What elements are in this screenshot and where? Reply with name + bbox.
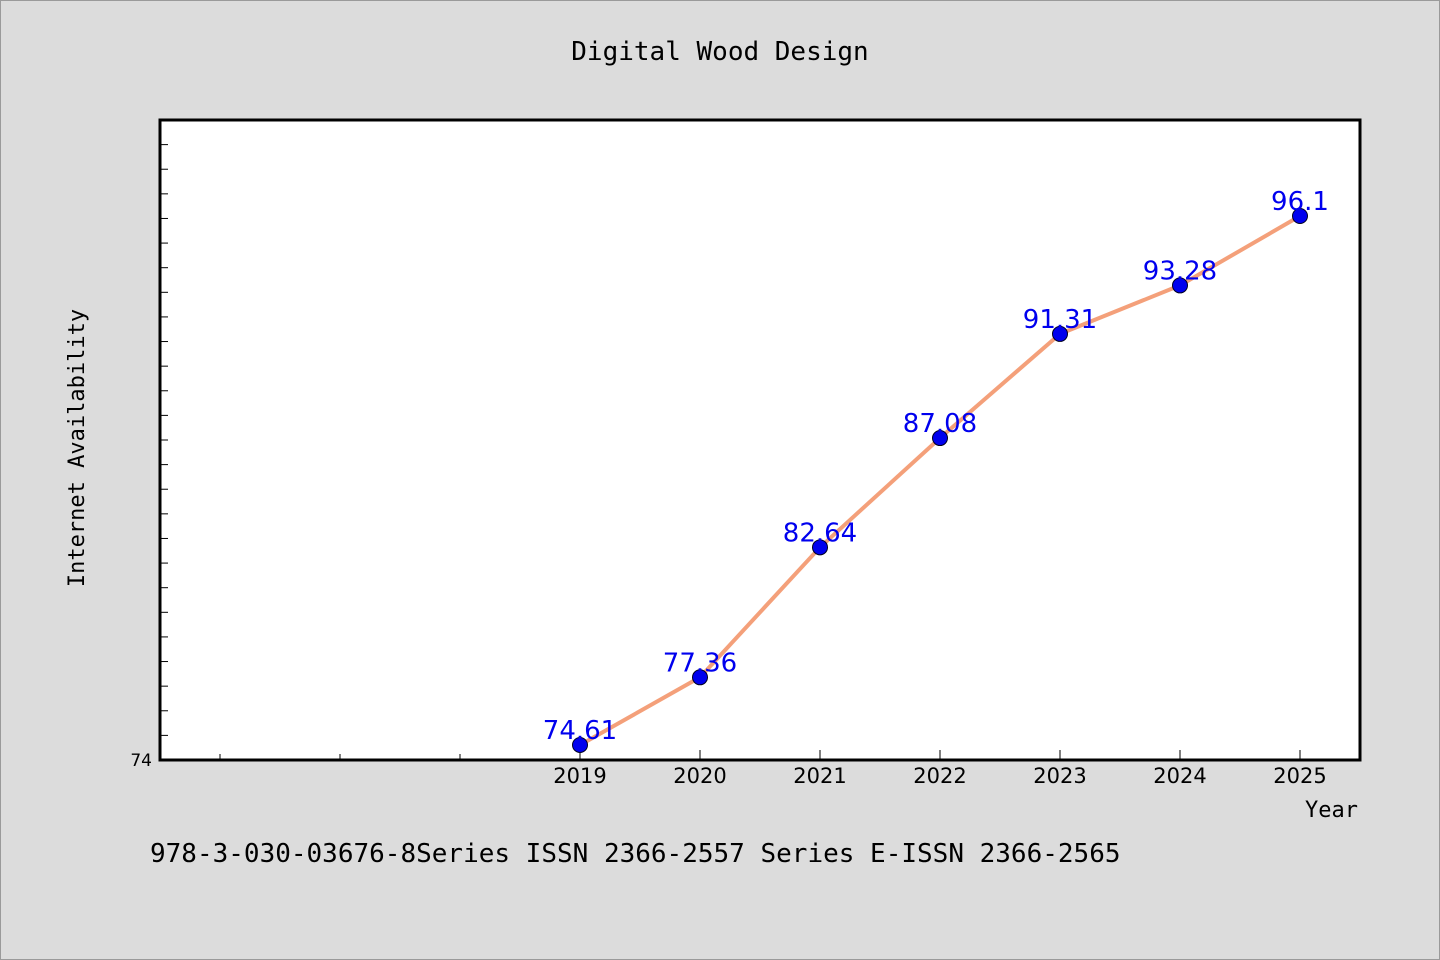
data-point-2025 — [1292, 208, 1308, 224]
data-label-2019: 74.61 — [543, 716, 617, 746]
x-axis-label: Year — [1305, 798, 1358, 823]
data-point-2019 — [572, 736, 588, 753]
data-label-2022: 87.08 — [903, 409, 977, 439]
x-tick-label-2024: 2024 — [1153, 764, 1206, 788]
series-group: 74.61 77.36 82.64 87.08 91.31 93.28 96.1 — [543, 187, 1329, 753]
y-axis-label: Internet Availability — [65, 309, 90, 587]
data-point-2022 — [932, 430, 948, 447]
x-axis-minor-ticks — [219, 754, 461, 760]
data-point-2020 — [692, 669, 708, 686]
y-tick-label-74: 74 — [130, 751, 152, 771]
y-axis-minor-ticks — [160, 144, 168, 736]
x-axis-ticks: 2019 2020 2021 2022 2023 2024 2025 — [553, 750, 1327, 788]
data-label-2023: 91.31 — [1023, 305, 1097, 335]
data-label-2025: 96.1 — [1271, 187, 1329, 217]
x-tick-label-2019: 2019 — [553, 764, 606, 788]
x-tick-label-2023: 2023 — [1033, 764, 1086, 788]
data-point-2021 — [812, 539, 828, 556]
data-point-2023 — [1052, 325, 1068, 342]
data-label-2021: 82.64 — [783, 518, 857, 548]
x-tick-label-2022: 2022 — [913, 764, 966, 788]
footer-text: 978-3-030-03676-8Series ISSN 2366-2557 S… — [150, 839, 1121, 869]
plot-area — [158, 118, 1362, 762]
x-tick-label-2025: 2025 — [1273, 764, 1326, 788]
data-point-2024 — [1172, 277, 1188, 294]
data-label-2020: 77.36 — [663, 648, 737, 678]
chart-title: Digital Wood Design — [571, 37, 868, 67]
data-label-2024: 93.28 — [1143, 256, 1217, 286]
x-tick-label-2021: 2021 — [793, 764, 846, 788]
x-tick-label-2020: 2020 — [673, 764, 726, 788]
